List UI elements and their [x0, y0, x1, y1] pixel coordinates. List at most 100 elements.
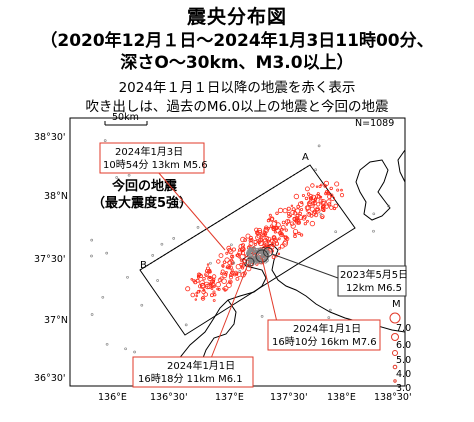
legend-label: 7.0: [396, 323, 411, 334]
epicenter-point: [322, 209, 325, 212]
callout-detail: 16時10分 16km M7.6: [272, 336, 377, 348]
epicenter-point: [202, 288, 206, 292]
epicenter-point: [317, 144, 321, 148]
epicenter-point: [126, 275, 129, 279]
epicenter-point: [328, 308, 332, 312]
epicenter-point: [232, 272, 237, 277]
epicenter-point: [258, 256, 262, 260]
lat-label: 38°30': [34, 132, 66, 143]
epicenter-point: [336, 188, 340, 192]
epicenter-point: [291, 207, 296, 212]
epicenter-point: [185, 286, 191, 292]
epicenter-point: [156, 279, 159, 282]
epicenter-point: [206, 263, 210, 266]
lon-label: 138°30': [374, 392, 412, 403]
current-quake-label: 今回の地震: [111, 178, 178, 194]
epicenter-point: [293, 232, 297, 236]
epicenter-point: [315, 206, 320, 212]
epicenter-point: [329, 193, 334, 198]
epicenter-point: [240, 243, 245, 248]
magnitude-legend: M 7.0 6.0 5.0 4.0 3.0: [389, 299, 411, 394]
epicenter-point: [321, 204, 325, 209]
epicenter-point: [304, 186, 310, 192]
epicenter-points: [90, 139, 390, 362]
epicenter-point: [372, 212, 376, 216]
epicenter-point: [90, 238, 94, 242]
epicenter-point: [326, 199, 332, 205]
lon-label: 137°30': [270, 392, 308, 403]
epicenter-point: [324, 192, 328, 196]
epicenter-point: [265, 236, 272, 243]
epicenter-point: [210, 287, 214, 290]
epicenter-point: [271, 255, 276, 260]
epicenter-point: [274, 241, 279, 246]
marker-m6-5: [263, 247, 273, 257]
epicenter-point: [304, 196, 309, 201]
map-subtitle-red-note: 2024年１月１日以降の地震を赤く表示: [118, 80, 356, 96]
epicenter-point: [217, 287, 221, 291]
epicenter-point: [280, 225, 286, 230]
lon-label: 137°E: [215, 392, 244, 403]
epicenter-point: [105, 251, 109, 255]
epicenter-point: [133, 350, 136, 354]
epicenter-point: [311, 211, 317, 216]
epicenter-point: [249, 258, 254, 263]
epicenter-point: [274, 220, 278, 223]
callout-leader: [151, 164, 226, 251]
epicenter-point: [240, 266, 245, 270]
legend-symbol: [392, 350, 398, 356]
epicenter-point: [127, 173, 131, 177]
map-title-conditions: 深さO～30km、M3.0以上）: [120, 53, 354, 73]
epicenter-point: [290, 204, 294, 208]
callout-leader: [271, 253, 339, 279]
event-count: N=1089: [355, 118, 394, 129]
epicenter-point: [202, 277, 206, 281]
callout-box-2024-01-01-m61: [132, 356, 254, 388]
epicenter-point: [230, 254, 234, 258]
epicenter-point: [227, 247, 232, 253]
epicenter-point: [262, 230, 266, 234]
epicenter-point: [206, 266, 210, 271]
epicenter-point: [297, 201, 304, 208]
callout-box-2024-01-01-m76: [267, 319, 381, 351]
callout-detail: 10時54分 13km M5.6: [103, 159, 208, 171]
epicenter-point: [215, 281, 221, 288]
epicenter-point: [273, 226, 278, 231]
epicenter-point: [240, 236, 246, 243]
epicenter-point: [269, 224, 274, 229]
epicenter-point: [217, 277, 223, 283]
epicenter-point: [101, 295, 105, 299]
epicenter-point: [329, 186, 333, 191]
epicenter-point: [196, 290, 201, 294]
lon-label: 136°E: [98, 392, 127, 403]
epicenter-point: [179, 200, 183, 203]
epicenter-point: [203, 292, 209, 297]
epicenter-point: [252, 245, 256, 249]
epicenter-point: [216, 259, 221, 264]
epicenter-point: [278, 246, 282, 250]
epicenter-point: [225, 251, 229, 255]
legend-label: 3.0: [396, 383, 411, 394]
epicenter-point: [308, 194, 314, 199]
epicenter-point: [257, 229, 263, 235]
epicenter-point: [224, 257, 230, 263]
epicenter-point: [257, 240, 261, 244]
callout-date: 2023年5月5日: [340, 268, 408, 281]
epicenter-point: [260, 253, 265, 257]
epicenter-point: [284, 228, 288, 232]
epicenter-point: [319, 212, 323, 216]
epicenter-point: [228, 279, 233, 285]
epicenter-point: [232, 261, 236, 265]
epicenter-point: [200, 282, 206, 288]
epicenter-point: [289, 214, 293, 218]
epicenter-point: [208, 276, 212, 280]
epicenter-point: [212, 299, 216, 302]
epicenter-point: [195, 294, 198, 298]
epicenter-point: [190, 292, 196, 298]
lon-label: 136°30': [150, 392, 188, 403]
epicenter-point: [201, 296, 205, 300]
epicenter-point: [263, 233, 267, 237]
epicenter-point: [196, 275, 200, 279]
epicenter-point: [253, 243, 257, 247]
